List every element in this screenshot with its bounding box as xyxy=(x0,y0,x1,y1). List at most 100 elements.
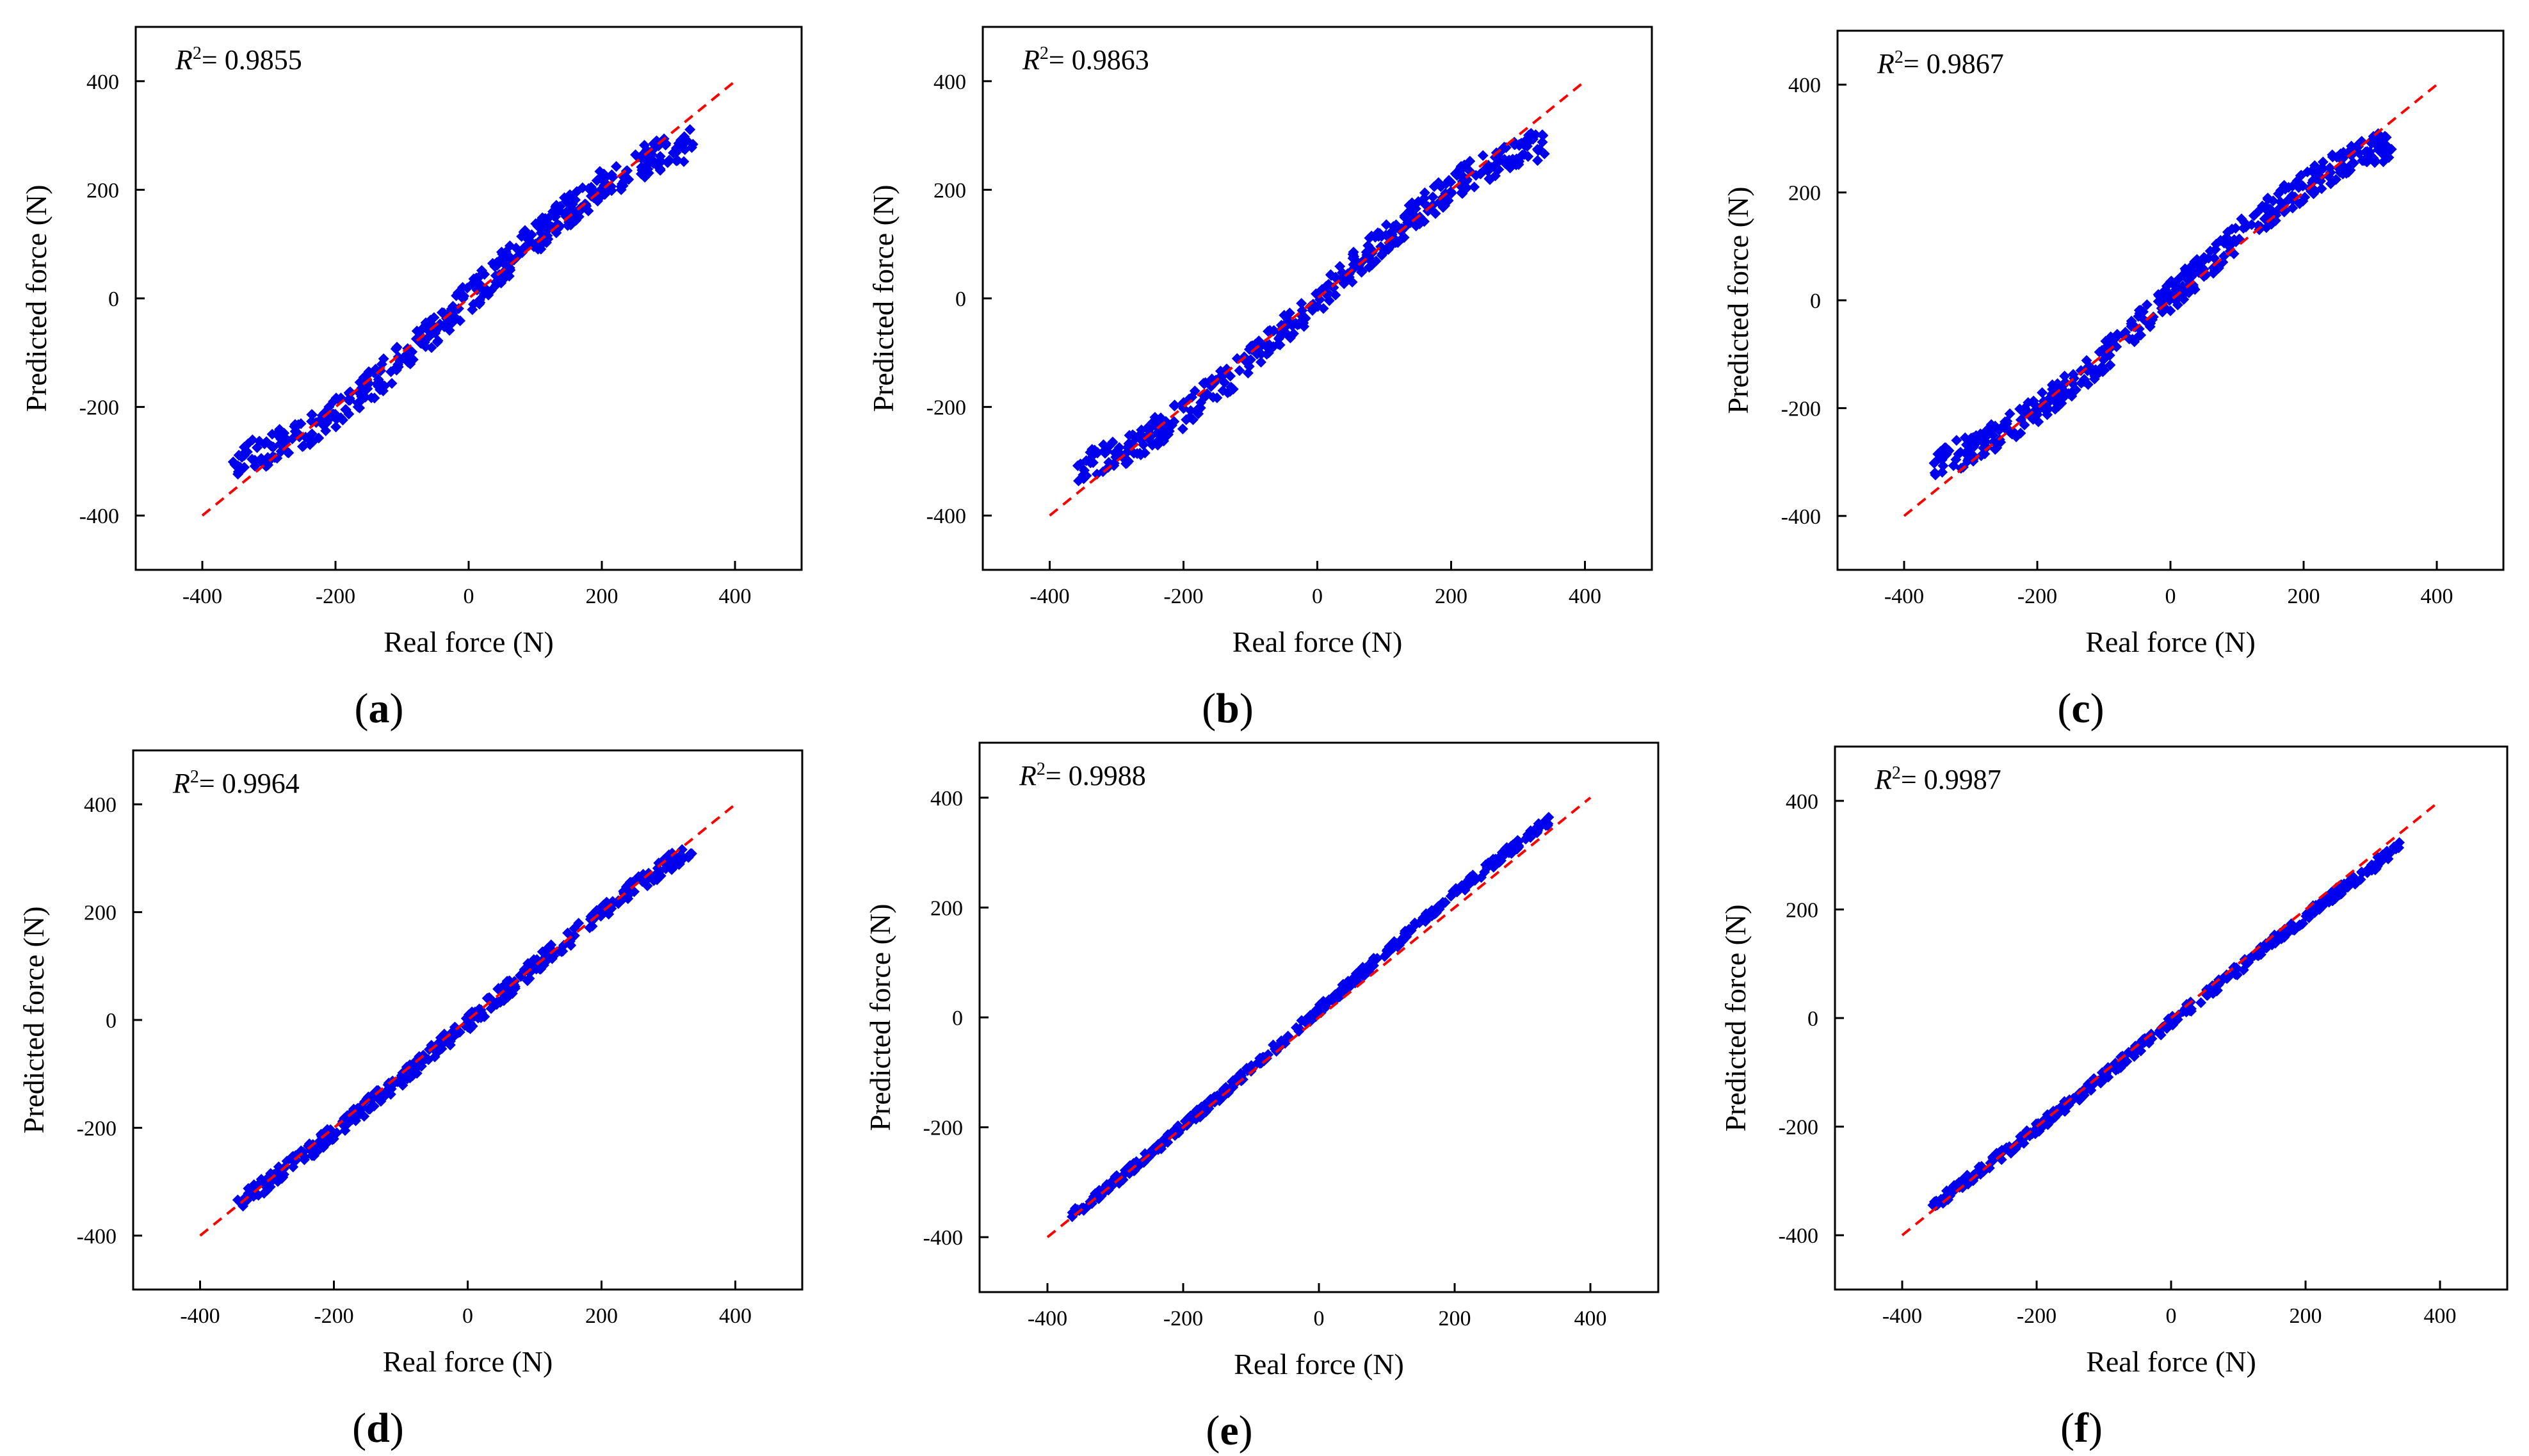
y-tick-label: 0 xyxy=(108,287,119,311)
data-point xyxy=(1487,853,1499,865)
data-point xyxy=(1173,1127,1184,1138)
data-point xyxy=(1219,377,1231,389)
data-point xyxy=(411,1067,423,1079)
data-point xyxy=(2348,872,2359,884)
data-point xyxy=(504,240,515,252)
data-point xyxy=(1072,460,1083,471)
r2-exponent: 2 xyxy=(190,767,199,787)
data-point xyxy=(1279,1034,1291,1046)
data-point xyxy=(1353,965,1365,976)
y-tick-label: -400 xyxy=(1779,1224,1818,1248)
data-point xyxy=(1476,871,1487,883)
x-tick-label: 400 xyxy=(719,585,752,608)
x-tick-label: 0 xyxy=(464,585,474,608)
data-point xyxy=(306,428,318,440)
data-point xyxy=(1932,448,1944,460)
y-tick-label: 0 xyxy=(1810,289,1821,313)
data-point xyxy=(1256,348,1267,360)
y-tick-label: -200 xyxy=(926,396,966,420)
panel-letter: e xyxy=(1220,1407,1238,1454)
data-point xyxy=(1348,972,1359,983)
data-point xyxy=(249,460,261,472)
data-point xyxy=(1467,874,1479,886)
data-point xyxy=(261,460,272,472)
x-axis-title: Real force (N) xyxy=(2085,626,2256,658)
data-point xyxy=(485,1003,497,1014)
data-point xyxy=(1950,454,1962,465)
x-tick-label: -200 xyxy=(1163,585,1203,608)
data-point xyxy=(1368,953,1379,964)
reference-line xyxy=(1903,83,2438,517)
y-tick-label: -400 xyxy=(1781,505,1821,529)
data-point xyxy=(1480,859,1491,871)
data-point xyxy=(1960,439,1972,451)
data-point xyxy=(489,261,501,272)
data-point xyxy=(1152,1138,1164,1150)
data-point xyxy=(1115,1174,1126,1186)
x-tick-label: 200 xyxy=(1435,585,1467,608)
data-point xyxy=(295,418,307,430)
data-point xyxy=(1149,412,1161,423)
data-point xyxy=(532,243,544,255)
data-point xyxy=(496,277,507,289)
r2-exponent: 2 xyxy=(1895,47,1903,67)
data-point xyxy=(1085,457,1096,469)
data-point xyxy=(1273,333,1284,344)
data-point xyxy=(1186,391,1198,403)
data-point xyxy=(296,441,308,452)
chart-panel-b: -400 -200 0 200 400 -400 -200 0 200 400 R2= 0.9863… xyxy=(867,26,1653,732)
r2-exponent: 2 xyxy=(1892,763,1901,783)
y-axis-title: Predicted force (N) xyxy=(1719,904,1752,1131)
x-tick-label: 400 xyxy=(1574,1307,1607,1331)
data-point xyxy=(611,161,622,172)
data-point xyxy=(531,964,542,975)
panel-label: (b) xyxy=(1202,685,1254,732)
x-tick-label: -400 xyxy=(182,585,222,608)
data-point xyxy=(1338,982,1350,994)
y-tick-label: 200 xyxy=(930,896,963,920)
data-point xyxy=(2030,400,2041,411)
data-point xyxy=(2115,1062,2126,1074)
data-point xyxy=(1163,425,1175,437)
data-point xyxy=(2037,387,2048,398)
data-point xyxy=(1131,448,1143,459)
data-point xyxy=(632,152,643,163)
data-point xyxy=(378,1091,390,1103)
data-point xyxy=(1095,1190,1107,1202)
data-point xyxy=(341,1110,353,1121)
y-tick-label: -400 xyxy=(79,505,119,528)
data-point xyxy=(1975,428,1986,440)
data-point xyxy=(1960,449,1972,460)
data-point xyxy=(274,439,286,450)
data-point xyxy=(2059,1105,2071,1117)
reference-line xyxy=(1049,80,1586,517)
data-point xyxy=(2371,857,2383,869)
chart-panel-e: -400 -200 0 200 400 -400 -200 0 200 400 R2= 0.9988… xyxy=(864,741,1660,1454)
data-point xyxy=(636,161,647,173)
r2-value: = 0.9855 xyxy=(202,44,302,76)
x-tick-label: -400 xyxy=(1884,585,1924,608)
data-point xyxy=(1208,391,1219,403)
data-point xyxy=(476,265,487,277)
data-point xyxy=(585,181,597,193)
data-point xyxy=(598,168,610,180)
data-point xyxy=(432,336,443,348)
chart-panel-c: -400 -200 0 200 400 -400 -200 0 200 400 R2= 0.9867… xyxy=(1722,29,2505,732)
data-point xyxy=(1105,1177,1117,1188)
data-point xyxy=(2067,1094,2079,1105)
data-point xyxy=(2057,392,2069,404)
r2-value: = 0.9867 xyxy=(1903,48,2004,79)
y-tick-label: 0 xyxy=(1807,1007,1818,1031)
data-point xyxy=(451,290,462,302)
data-point xyxy=(462,282,473,294)
y-tick-label: -200 xyxy=(1779,1116,1818,1140)
data-point xyxy=(2059,370,2071,382)
data-point xyxy=(2327,894,2338,905)
data-point xyxy=(1962,1170,1973,1181)
data-point xyxy=(449,1022,461,1033)
data-point xyxy=(1930,469,1941,481)
data-point xyxy=(1524,830,1536,842)
y-tick-label: -400 xyxy=(77,1225,117,1249)
x-tick-label: 0 xyxy=(462,1304,473,1328)
y-tick-label: 400 xyxy=(1786,790,1818,814)
